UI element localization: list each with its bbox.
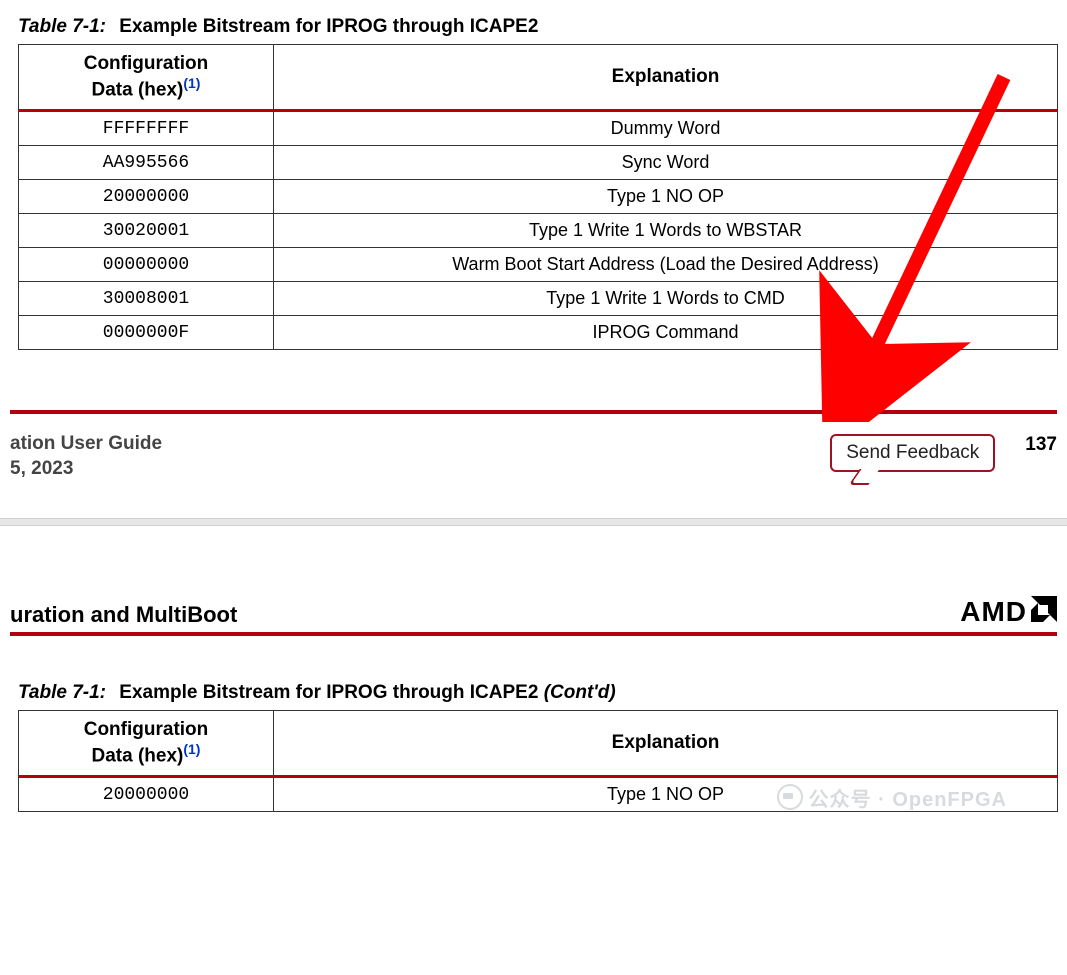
table2-header-sup[interactable]: (1) (183, 741, 200, 757)
header-red-rule (10, 632, 1057, 636)
table2-caption-contd: (Cont'd) (544, 682, 616, 703)
table-row: 0000000F IPROG Command (19, 316, 1058, 350)
explanation-cell: Type 1 Write 1 Words to WBSTAR (274, 214, 1058, 248)
table2-caption: Table 7-1: Example Bitstream for IPROG t… (0, 676, 1067, 710)
config-data-cell: FFFFFFFF (19, 111, 274, 146)
table1-header-config-l2: Data (hex) (92, 79, 184, 100)
send-feedback-button[interactable]: Send Feedback (830, 434, 995, 472)
table2-header-config: Configuration Data (hex)(1) (19, 710, 274, 776)
bitstream-table-1: Configuration Data (hex)(1) Explanation … (18, 44, 1058, 350)
amd-arrow-icon (1031, 596, 1057, 622)
page-separator (0, 518, 1067, 526)
table1-header-explanation: Explanation (274, 45, 1058, 111)
footer-line1: ation User Guide (10, 433, 162, 454)
table2-caption-title: Example Bitstream for IPROG through ICAP… (119, 682, 543, 703)
config-data-cell: 30020001 (19, 214, 274, 248)
table2-header-config-l1: Configuration (84, 719, 209, 740)
table-row: FFFFFFFF Dummy Word (19, 111, 1058, 146)
config-data-cell: AA995566 (19, 146, 274, 180)
send-feedback-label: Send Feedback (846, 442, 979, 463)
footer-left-text: ation User Guide 5, 2023 (10, 432, 162, 481)
table2-header-explanation: Explanation (274, 710, 1058, 776)
config-data-cell: 20000000 (19, 180, 274, 214)
watermark-text: 公众号 · OpenFPGA (809, 789, 1007, 811)
config-data-cell: 30008001 (19, 282, 274, 316)
explanation-cell: Dummy Word (274, 111, 1058, 146)
table1-caption: Table 7-1: Example Bitstream for IPROG t… (0, 10, 1067, 44)
config-data-cell: 00000000 (19, 248, 274, 282)
table-row: 00000000 Warm Boot Start Address (Load t… (19, 248, 1058, 282)
table2-caption-label: Table 7-1: (18, 682, 114, 703)
explanation-cell: Type 1 NO OP (274, 180, 1058, 214)
explanation-cell: Warm Boot Start Address (Load the Desire… (274, 248, 1058, 282)
table1-header-config: Configuration Data (hex)(1) (19, 45, 274, 111)
table1-caption-title: Example Bitstream for IPROG through ICAP… (119, 16, 538, 37)
explanation-cell: Sync Word (274, 146, 1058, 180)
table-row: 30008001 Type 1 Write 1 Words to CMD (19, 282, 1058, 316)
brand-logo: AMD (960, 596, 1057, 628)
amd-logo-text: AMD (960, 596, 1027, 628)
page2-header: uration and MultiBoot AMD (0, 596, 1067, 632)
section-title: uration and MultiBoot (10, 602, 237, 628)
table-row: 20000000 Type 1 NO OP (19, 180, 1058, 214)
explanation-cell: Type 1 Write 1 Words to CMD (274, 282, 1058, 316)
table2-header-config-l2: Data (hex) (92, 745, 184, 766)
config-data-cell: 20000000 (19, 777, 274, 812)
table-row: AA995566 Sync Word (19, 146, 1058, 180)
table1-caption-label: Table 7-1: (18, 16, 114, 37)
table-row: 30020001 Type 1 Write 1 Words to WBSTAR (19, 214, 1058, 248)
wechat-icon (777, 784, 803, 810)
watermark: 公众号 · OpenFPGA (777, 780, 1007, 812)
page-number: 137 (1025, 432, 1057, 456)
config-data-cell: 0000000F (19, 316, 274, 350)
table1-header-sup[interactable]: (1) (183, 75, 200, 91)
table1-header-config-l1: Configuration (84, 53, 209, 74)
footer-line2: 5, 2023 (10, 458, 73, 479)
explanation-cell: IPROG Command (274, 316, 1058, 350)
